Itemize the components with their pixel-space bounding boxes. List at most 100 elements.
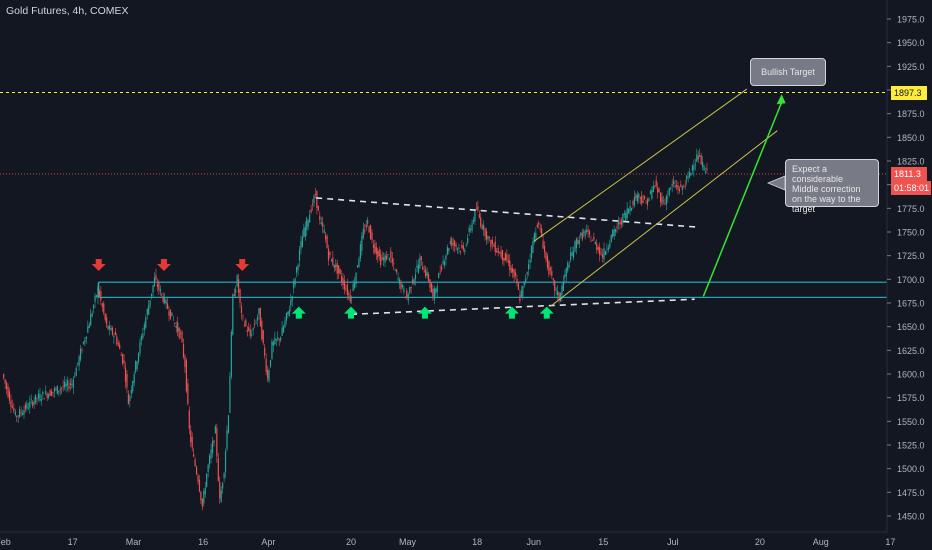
candle-body — [159, 289, 161, 292]
candle-body — [296, 267, 298, 273]
candle-body — [281, 327, 283, 337]
candle-body — [397, 278, 399, 280]
candle-body — [156, 284, 158, 287]
candle-body — [606, 249, 608, 251]
candle-body — [204, 487, 206, 495]
candle-body — [426, 272, 428, 276]
candle-body — [74, 376, 76, 378]
candle-body — [119, 344, 121, 349]
candle-body — [301, 236, 303, 248]
candle-body — [27, 407, 29, 409]
candle-body — [262, 330, 264, 344]
candle-body — [284, 320, 286, 327]
correction-note[interactable]: Expect a considerable Middle correction … — [785, 159, 879, 214]
candle-body — [78, 356, 80, 366]
candle-body — [243, 324, 245, 326]
candle-body — [532, 241, 534, 253]
candle-body — [506, 254, 508, 261]
candle-body — [201, 498, 203, 507]
candle-body — [526, 272, 528, 275]
candle-body — [586, 230, 588, 232]
candle-body — [162, 296, 164, 303]
candle-body — [182, 343, 185, 357]
candle-body — [432, 288, 434, 297]
candle-body — [483, 224, 485, 230]
candle-body — [94, 295, 96, 302]
candle-body — [514, 272, 517, 276]
candle-body — [381, 257, 383, 260]
candle-body — [287, 311, 289, 315]
time-tick-label: Jun — [526, 537, 541, 547]
candle-body — [59, 389, 61, 391]
candle-body — [14, 412, 16, 415]
candle-body — [425, 269, 427, 277]
candle-body — [187, 383, 189, 405]
candle-body — [690, 172, 692, 176]
candle-body — [699, 154, 701, 157]
candle-body — [29, 401, 31, 408]
candle-body — [35, 394, 37, 403]
candle-body — [599, 246, 601, 255]
candle-body — [120, 355, 122, 356]
candle-body — [290, 299, 292, 306]
time-tick-label: Feb — [0, 537, 11, 547]
candle-body — [639, 197, 641, 199]
candle-body — [384, 255, 386, 263]
candle-body — [659, 193, 662, 203]
candle-body — [503, 257, 505, 262]
price-tick-label: 1700.0 — [897, 275, 925, 285]
up-signal-arrow — [344, 306, 358, 319]
candle-body — [500, 251, 502, 257]
candle-body — [178, 327, 180, 338]
candle-body — [568, 265, 570, 267]
candle-body — [378, 249, 380, 257]
candle-body — [496, 251, 498, 253]
candle-body — [142, 333, 144, 339]
candle-body — [548, 261, 550, 275]
candle-body — [493, 245, 495, 247]
drawings[interactable] — [91, 78, 786, 319]
candle-body — [562, 281, 564, 291]
candle-body — [343, 280, 346, 290]
candle-body — [19, 409, 21, 417]
candle-body — [93, 305, 95, 309]
candle-body — [124, 367, 127, 382]
candle-body — [282, 326, 285, 333]
candle-body — [227, 415, 230, 433]
candle-body — [45, 390, 47, 395]
candle-body — [596, 243, 598, 250]
candle-body — [520, 290, 522, 297]
candle-body — [130, 389, 132, 394]
candle-body — [616, 226, 618, 229]
candle-body — [559, 293, 562, 302]
candle-body — [152, 285, 154, 293]
candle-body — [207, 464, 209, 473]
candle-body — [407, 294, 409, 301]
candle-body — [220, 490, 222, 503]
candle-body — [219, 481, 221, 499]
price-tick-label: 1925.0 — [897, 62, 925, 72]
candle-body — [571, 252, 573, 256]
up-signal-arrow — [291, 306, 306, 319]
candle-body — [174, 322, 176, 324]
candle-body — [580, 232, 582, 236]
candle-body — [122, 353, 124, 364]
candle-body — [436, 286, 438, 292]
support-zone[interactable] — [98, 281, 888, 298]
bullish-target-note[interactable]: Bullish Target — [750, 58, 826, 86]
candle-body — [140, 336, 143, 341]
candle-body — [704, 171, 707, 173]
candle-body — [365, 224, 367, 228]
candle-body — [481, 225, 483, 230]
candle-body — [522, 286, 524, 297]
candle-body — [657, 187, 659, 193]
candle-body — [619, 222, 621, 225]
candle-body — [393, 263, 395, 264]
candle-body — [309, 214, 311, 223]
candle-body — [37, 393, 40, 399]
candle-body — [24, 404, 27, 410]
candle-body — [193, 454, 195, 457]
candle-body — [438, 273, 440, 279]
candle-body — [610, 234, 612, 243]
